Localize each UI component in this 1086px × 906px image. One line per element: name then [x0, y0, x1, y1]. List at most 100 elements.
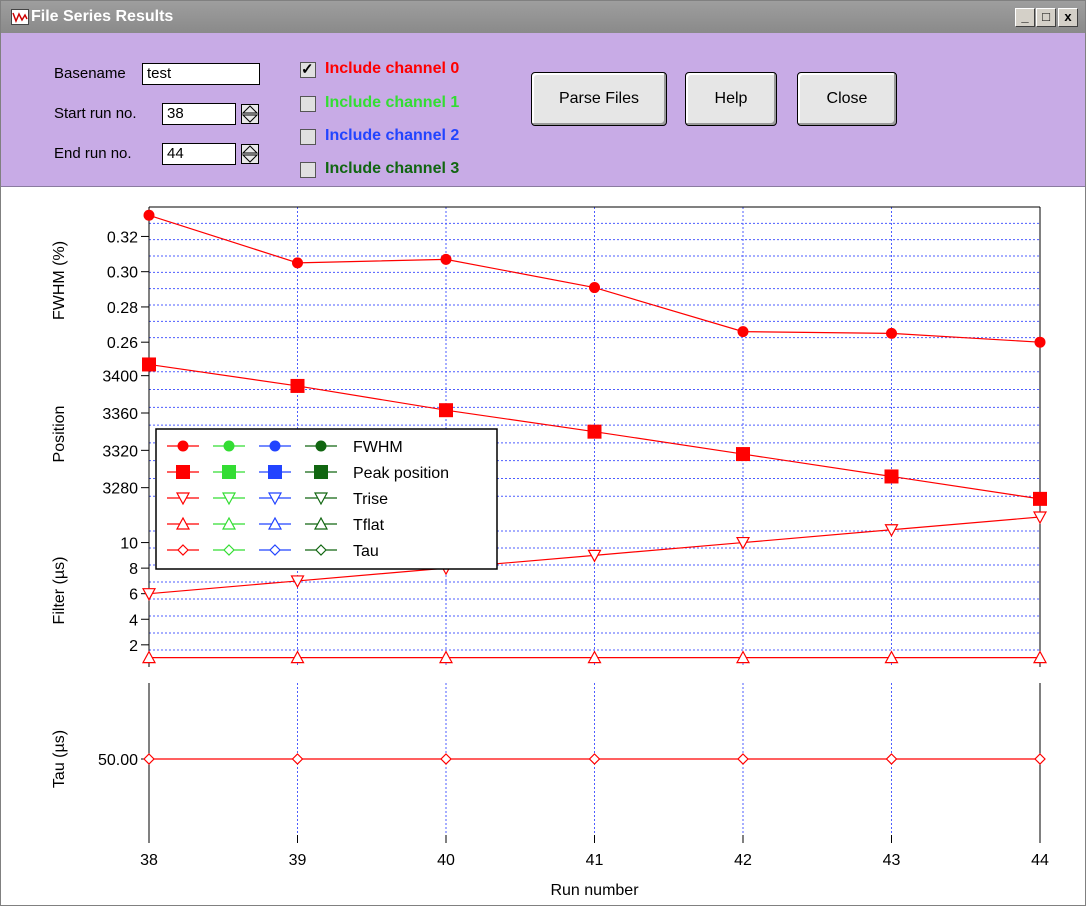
data-point — [588, 753, 601, 765]
legend-marker — [221, 516, 237, 530]
data-point — [290, 650, 305, 664]
legend-marker — [221, 492, 237, 506]
channel-1-label: Include channel 1 — [325, 94, 460, 111]
basename-input[interactable]: test — [142, 63, 260, 85]
data-point — [143, 753, 155, 765]
y-tick-label: 0.26 — [107, 335, 138, 352]
data-point — [439, 403, 453, 418]
legend-label: FWHM — [353, 439, 403, 456]
y-tick-label: 0.30 — [107, 265, 138, 282]
legend-label: Trise — [353, 491, 388, 508]
x-axis-label: Run number — [550, 882, 639, 899]
data-point — [737, 326, 749, 338]
channel-3-checkbox[interactable] — [300, 162, 316, 178]
file-series-chart: 0.26 0.28 0.30 0.32 FWHM (%) 3280 3320 3360 3400… — [51, 206, 1049, 899]
data-point — [291, 753, 304, 765]
legend-label: Tflat — [353, 517, 385, 534]
channel-0-label: Include channel 0 — [325, 60, 460, 77]
window-title: File Series Results — [31, 8, 174, 25]
end-run-label: End run no. — [54, 145, 132, 162]
close-window-button[interactable]: x — [1058, 8, 1078, 27]
controls-panel: Basename test Start run no. 38 End run n… — [1, 33, 1085, 187]
x-tick-label: 44 — [1031, 852, 1049, 869]
y-axis-label: Position — [51, 406, 68, 463]
minimize-button[interactable]: _ — [1015, 8, 1035, 27]
x-tick-label: 40 — [437, 852, 455, 869]
start-run-stepper-icon[interactable] — [241, 104, 259, 124]
legend-marker — [269, 544, 281, 556]
channel-0-checkbox[interactable] — [300, 60, 316, 78]
y-tick-label: 8 — [129, 561, 138, 578]
legend-marker — [313, 516, 329, 530]
data-point — [292, 257, 303, 269]
data-point — [290, 575, 305, 589]
title-bar[interactable]: File Series Results _ □ x — [1, 1, 1085, 33]
legend-marker — [313, 492, 329, 506]
data-point — [884, 469, 899, 484]
legend-marker — [314, 465, 328, 479]
channel-2-checkbox[interactable] — [300, 129, 316, 145]
data-point — [142, 357, 156, 372]
legend-marker — [175, 516, 191, 530]
channel-3-label: Include channel 3 — [325, 160, 460, 177]
legend-marker — [268, 465, 282, 479]
legend-marker — [223, 544, 235, 556]
legend-marker — [177, 544, 189, 556]
y-tick-label: 3320 — [102, 443, 138, 460]
legend-marker — [177, 440, 189, 452]
data-point — [143, 209, 155, 221]
x-tick-label: 39 — [289, 852, 307, 869]
data-point — [290, 378, 305, 393]
data-point — [440, 253, 452, 265]
data-point — [884, 650, 899, 664]
start-run-label: Start run no. — [54, 105, 137, 122]
y-axis-label: Filter (µs) — [51, 557, 68, 625]
legend-marker — [267, 492, 283, 506]
data-point — [589, 282, 600, 294]
legend-label: Peak position — [353, 465, 449, 482]
data-point — [885, 753, 898, 765]
legend-marker — [267, 516, 283, 530]
data-point — [587, 650, 602, 664]
help-button[interactable]: Help — [685, 72, 777, 126]
close-button[interactable]: Close — [797, 72, 897, 126]
data-point — [1034, 336, 1046, 348]
legend-marker — [222, 465, 236, 479]
data-point — [141, 588, 157, 601]
legend-marker — [223, 440, 235, 452]
x-tick-label: 41 — [586, 852, 604, 869]
legend-marker — [269, 440, 281, 452]
end-run-stepper-icon[interactable] — [241, 144, 259, 164]
end-run-input[interactable]: 44 — [162, 143, 236, 165]
parse-files-button[interactable]: Parse Files — [531, 72, 667, 126]
maximize-button[interactable]: □ — [1036, 8, 1056, 27]
data-point — [1034, 753, 1046, 765]
legend-box — [155, 428, 498, 570]
data-point — [736, 447, 750, 462]
data-point — [886, 327, 897, 339]
graph-app-icon — [11, 9, 29, 25]
legend-marker — [176, 465, 190, 479]
start-run-input[interactable]: 38 — [162, 103, 236, 125]
y-tick-label: 3360 — [102, 406, 138, 423]
data-point — [1032, 511, 1048, 525]
channel-2-label: Include channel 2 — [325, 127, 460, 144]
y-tick-label: 3280 — [102, 481, 138, 498]
data-point — [884, 524, 899, 538]
data-point — [737, 753, 749, 765]
y-tick-label: 10 — [120, 536, 138, 553]
y-tick-label: 3400 — [102, 369, 138, 386]
channel-1-checkbox[interactable] — [300, 96, 316, 112]
y-tick-label: 4 — [129, 612, 138, 629]
data-point — [438, 650, 454, 664]
data-point — [1032, 650, 1048, 664]
y-tick-label: 2 — [129, 638, 138, 655]
data-point — [735, 536, 751, 550]
y-axis-label: FWHM (%) — [51, 241, 68, 320]
x-tick-label: 43 — [883, 852, 901, 869]
legend-marker — [315, 544, 327, 556]
basename-label: Basename — [54, 65, 126, 82]
data-point — [587, 424, 602, 439]
y-tick-label: 0.28 — [107, 300, 138, 317]
